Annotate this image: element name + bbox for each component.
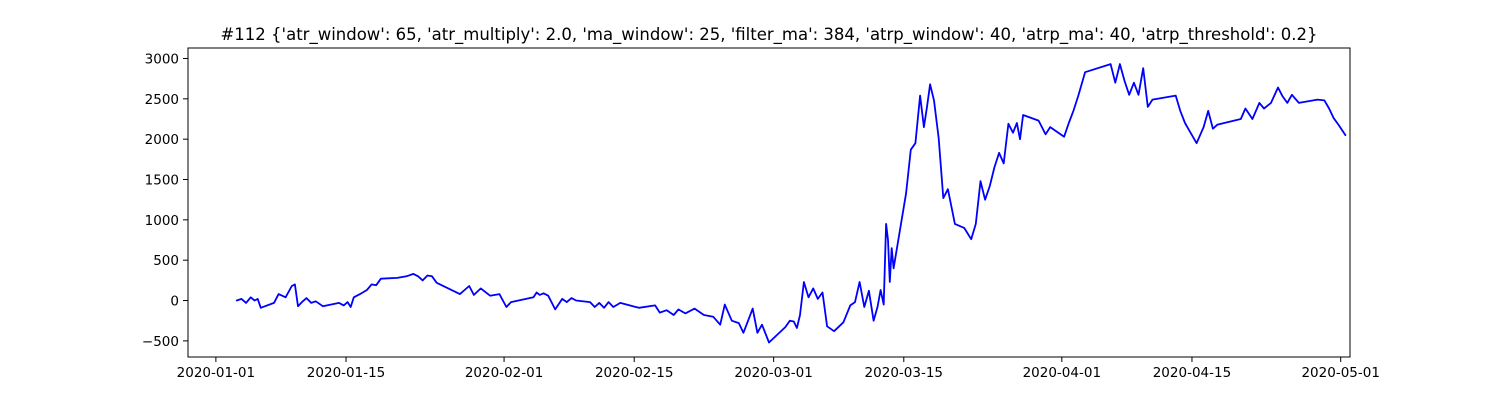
y-tick-label: 2000 [145, 132, 179, 148]
y-tick-label: 3000 [145, 51, 179, 67]
x-tick-label: 2020-03-01 [734, 365, 812, 381]
x-tick-label: 2020-01-01 [177, 365, 255, 381]
y-tick-label: 1500 [145, 173, 179, 189]
y-tick-label: 0 [170, 294, 179, 310]
x-axis: 2020-01-01 2020-01-15 2020-02-01 2020-02-15… [177, 357, 1380, 381]
x-tick-label: 2020-02-01 [465, 365, 543, 381]
x-tick-label: 2020-02-15 [595, 365, 673, 381]
x-tick-label: 2020-03-15 [865, 365, 943, 381]
x-tick-label: 2020-01-15 [307, 365, 385, 381]
x-tick-label: 2020-05-01 [1301, 365, 1379, 381]
y-axis: 3000 2500 2000 1500 1000 500 0 −500 [142, 51, 188, 350]
y-tick-label: −500 [142, 334, 179, 350]
series-line [235, 63, 1347, 344]
y-tick-label: 500 [153, 253, 179, 269]
x-tick-label: 2020-04-15 [1153, 365, 1231, 381]
chart-title: #112 {'atr_window': 65, 'atr_multiply': … [220, 25, 1317, 45]
y-tick-label: 2500 [145, 92, 179, 108]
y-tick-label: 1000 [145, 213, 179, 229]
x-tick-label: 2020-04-01 [1023, 365, 1101, 381]
plot-frame [187, 47, 1351, 358]
